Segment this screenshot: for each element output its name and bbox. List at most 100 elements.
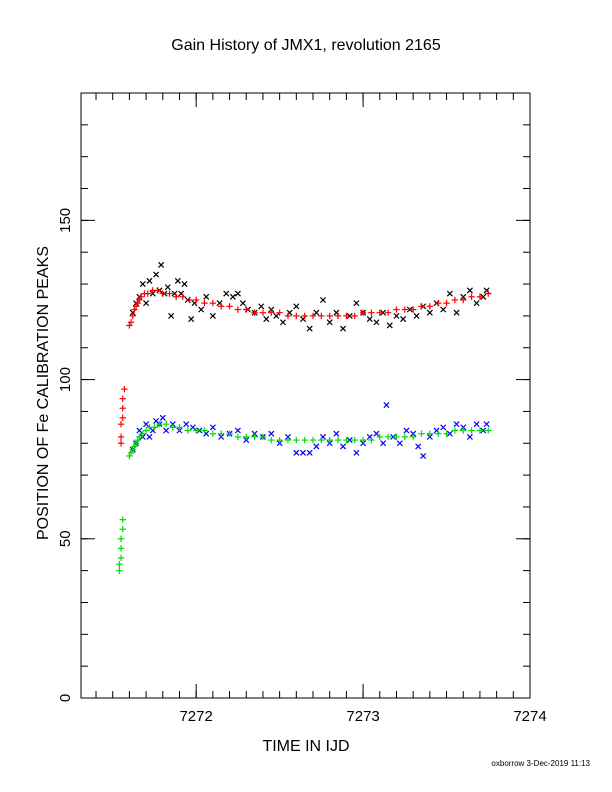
data-point	[263, 316, 270, 323]
data-point	[415, 443, 422, 450]
data-point	[153, 271, 160, 278]
data-point	[383, 402, 390, 409]
data-point	[121, 385, 128, 393]
data-point	[418, 430, 425, 437]
x-axis-label: TIME IN IJD	[262, 738, 350, 755]
data-point	[276, 309, 283, 316]
data-point	[476, 293, 484, 300]
data-point	[203, 293, 210, 300]
data-point	[318, 436, 325, 444]
data-point	[201, 299, 208, 307]
x-tick-label: 7273	[346, 708, 379, 725]
data-point	[183, 421, 190, 428]
data-point	[234, 306, 242, 313]
data-point	[446, 430, 453, 437]
data-point	[139, 281, 146, 288]
data-point	[164, 284, 171, 291]
series-2	[129, 402, 490, 460]
data-point	[390, 433, 397, 440]
data-point	[343, 312, 350, 320]
data-point	[119, 414, 126, 421]
data-point	[346, 312, 353, 319]
data-point	[440, 424, 447, 431]
data-point	[453, 309, 460, 316]
data-point	[393, 306, 400, 313]
data-point	[468, 427, 475, 434]
data-point	[400, 316, 407, 323]
data-point	[318, 312, 325, 320]
data-point	[258, 303, 265, 310]
data-point	[386, 322, 393, 329]
data-point	[117, 420, 125, 428]
data-point	[259, 433, 267, 441]
data-point	[127, 319, 135, 326]
data-point	[136, 433, 143, 441]
data-point	[168, 312, 175, 319]
plot-frame	[80, 92, 531, 699]
data-point	[119, 526, 126, 533]
data-point	[142, 427, 150, 434]
data-point	[158, 261, 165, 268]
x-tick-label: 7272	[179, 708, 212, 725]
data-point	[446, 290, 453, 297]
data-point	[154, 287, 161, 294]
data-point	[466, 287, 473, 294]
data-point	[426, 309, 433, 316]
data-point	[234, 290, 241, 297]
data-point	[218, 430, 225, 437]
data-point	[306, 449, 313, 456]
data-point	[268, 309, 275, 316]
data-point	[485, 290, 492, 297]
data-point	[159, 290, 166, 297]
data-point	[226, 303, 233, 310]
data-point	[156, 420, 163, 428]
footer-credit: oxborrow 3-Dec-2019 11:13	[491, 759, 590, 768]
data-point	[163, 427, 170, 434]
data-point	[169, 424, 177, 431]
data-point	[373, 319, 380, 326]
data-point	[393, 433, 400, 441]
data-point	[409, 306, 417, 313]
data-point	[418, 303, 425, 310]
data-point	[229, 293, 236, 300]
data-point	[151, 424, 158, 431]
y-tick-label: 50	[57, 530, 74, 547]
data-point	[226, 430, 233, 437]
data-point	[192, 296, 200, 304]
data-point	[139, 430, 146, 437]
data-point	[144, 290, 151, 297]
data-point	[146, 433, 153, 440]
data-point	[443, 430, 450, 437]
data-point	[196, 427, 203, 434]
axis-ticks: 7272 7273 7274 0 50 100 150	[57, 92, 547, 725]
data-point	[343, 436, 350, 444]
data-point	[366, 316, 373, 323]
data-point	[234, 427, 241, 434]
data-point	[117, 535, 125, 542]
data-point	[188, 316, 195, 323]
data-point	[373, 430, 380, 437]
data-point	[409, 433, 417, 441]
data-point	[251, 309, 258, 316]
data-point	[117, 440, 125, 447]
data-point	[476, 427, 484, 434]
data-point	[434, 430, 442, 437]
data-point	[440, 306, 447, 313]
data-point	[483, 421, 490, 428]
data-point	[453, 421, 460, 428]
data-point	[117, 433, 125, 441]
data-point	[119, 395, 126, 402]
data-point	[401, 433, 409, 441]
data-point	[273, 312, 280, 319]
data-point	[251, 433, 258, 441]
data-point	[426, 430, 434, 437]
data-point	[198, 306, 205, 313]
data-point	[480, 427, 487, 434]
data-point	[359, 309, 367, 316]
data-point	[293, 312, 300, 320]
chart-title: Gain History of JMX1, revolution 2165	[171, 37, 441, 54]
data-point	[201, 427, 208, 434]
data-point	[284, 436, 292, 444]
data-point	[117, 545, 125, 552]
